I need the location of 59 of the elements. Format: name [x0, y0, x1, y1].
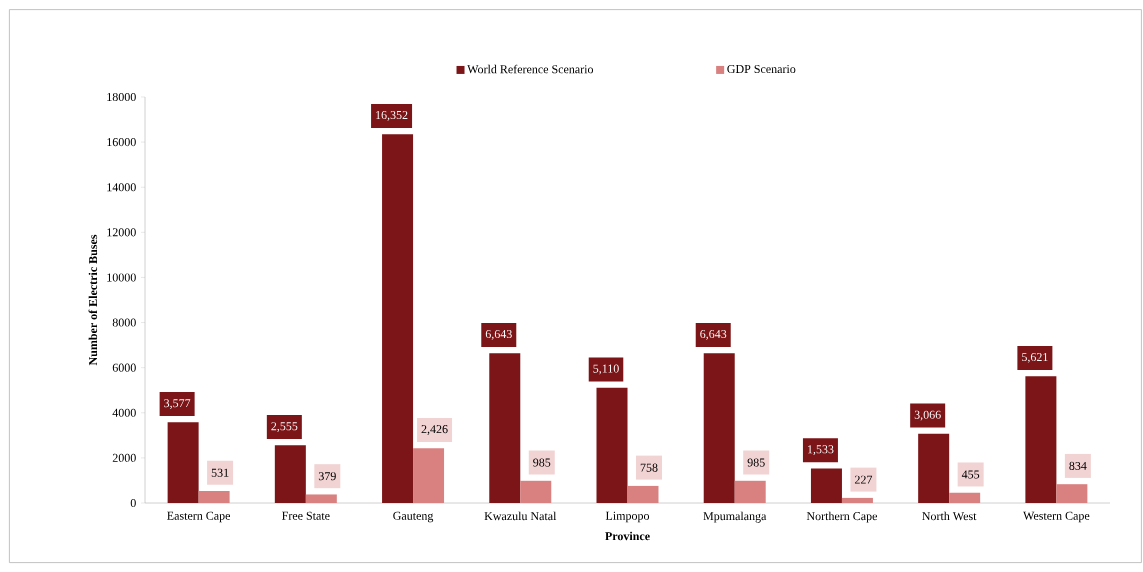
bar — [198, 491, 230, 503]
data-label: 379 — [318, 472, 336, 481]
y-tick-label: 2000 — [112, 453, 136, 462]
bar — [305, 494, 337, 503]
data-label: 3,577 — [164, 399, 191, 409]
bar — [734, 480, 766, 503]
data-label: 834 — [1069, 461, 1087, 470]
y-tick-label: 12000 — [107, 228, 136, 237]
bar — [382, 134, 414, 503]
y-tick-label: 8000 — [112, 318, 136, 327]
bar — [841, 497, 873, 503]
data-label: 6,643 — [700, 330, 727, 340]
y-tick-label: 16000 — [107, 138, 136, 147]
x-tick-label: Northern Cape — [806, 511, 878, 523]
data-label: 985 — [533, 458, 551, 467]
data-label: 2,426 — [421, 425, 448, 435]
data-label: 455 — [961, 470, 980, 479]
legend-label: GDP Scenario — [727, 64, 796, 74]
bar — [274, 445, 306, 503]
bar — [918, 433, 950, 503]
data-label: 2,555 — [271, 422, 298, 432]
data-label: 3,066 — [914, 410, 941, 421]
y-tick-label: 18000 — [107, 92, 136, 102]
y-axis-title: Number of Electric Buses — [88, 234, 98, 366]
data-label: 6,643 — [485, 330, 512, 340]
bar — [489, 353, 521, 503]
bar — [596, 387, 628, 503]
bar — [167, 422, 199, 503]
bar — [949, 492, 981, 503]
x-tick-label: Kwazulu Natal — [484, 511, 557, 521]
data-label: 1,533 — [807, 445, 834, 456]
bar — [627, 485, 659, 503]
bar — [703, 353, 735, 503]
y-tick-label: 4000 — [112, 408, 136, 417]
x-tick-label: Eastern Cape — [167, 511, 231, 523]
data-label: 5,621 — [1022, 353, 1048, 363]
data-label: 227 — [854, 475, 873, 484]
x-tick-label: Limpopo — [605, 511, 650, 523]
data-label: 5,110 — [593, 364, 619, 375]
x-tick-label: Mpumalanga — [703, 511, 767, 523]
bar — [1056, 484, 1088, 503]
y-tick-label: 14000 — [107, 183, 136, 192]
x-tick-label: Gauteng — [393, 511, 434, 523]
data-label: 758 — [640, 463, 658, 472]
data-label: 985 — [747, 458, 765, 467]
bar — [810, 468, 842, 503]
y-tick-label: 0 — [130, 498, 136, 508]
data-label: 16,352 — [376, 111, 408, 121]
x-axis-title: Province — [605, 531, 650, 541]
bar — [520, 480, 552, 503]
data-label: 531 — [211, 468, 229, 477]
y-tick-label: 10000 — [107, 273, 136, 282]
legend-label: World Reference Scenario — [467, 64, 594, 74]
bar — [1025, 376, 1057, 503]
bar — [413, 448, 445, 503]
x-tick-label: North West — [922, 511, 977, 521]
x-tick-label: Western Cape — [1023, 511, 1090, 523]
y-tick-label: 6000 — [112, 363, 136, 372]
x-tick-label: Free State — [282, 511, 330, 520]
